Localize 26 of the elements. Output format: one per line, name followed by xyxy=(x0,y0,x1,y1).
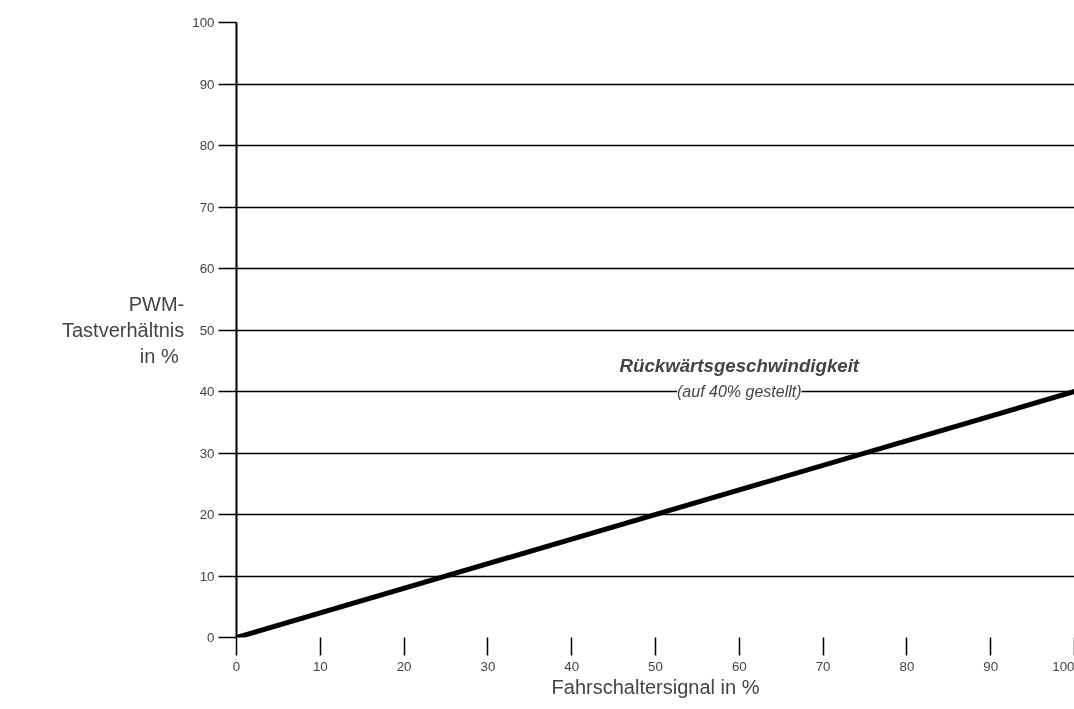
x-tick-label: 0 xyxy=(232,658,241,674)
annotation: Rückwärtsgeschwindigkeit xyxy=(619,355,860,376)
y-tick-label: 80 xyxy=(199,138,215,153)
y-tick-label: 70 xyxy=(199,199,215,215)
y-tick-label: 90 xyxy=(199,76,215,92)
y-tick-label: 40 xyxy=(199,384,215,399)
y-tick-label: 50 xyxy=(199,322,215,338)
y-tick-label: 20 xyxy=(199,507,215,522)
x-tick-label: 40 xyxy=(564,658,580,674)
y-tick-label: 30 xyxy=(199,445,215,461)
y-tick-label: 60 xyxy=(199,261,215,276)
x-tick-label: 80 xyxy=(899,658,915,674)
x-tick-label: 90 xyxy=(983,658,999,674)
annotation: (auf 40% gestellt) xyxy=(677,383,802,400)
x-tick-label: 70 xyxy=(815,658,831,674)
x-tick-label: 10 xyxy=(312,658,328,674)
y-tick-label: 10 xyxy=(199,568,215,584)
x-tick-label: 60 xyxy=(731,658,747,674)
x-tick-label: 50 xyxy=(648,658,663,674)
x-axis-title: Fahrschaltersignal in % xyxy=(551,675,760,698)
x-tick-label: 30 xyxy=(480,658,496,674)
x-tick-label: 20 xyxy=(396,658,412,674)
x-tick-label: 100 xyxy=(1052,658,1074,674)
y-tick-label: 0 xyxy=(207,630,215,645)
y-tick-label: 100 xyxy=(192,15,215,30)
y-axis-title: PWM- Tastverhältnis in % xyxy=(61,292,185,368)
